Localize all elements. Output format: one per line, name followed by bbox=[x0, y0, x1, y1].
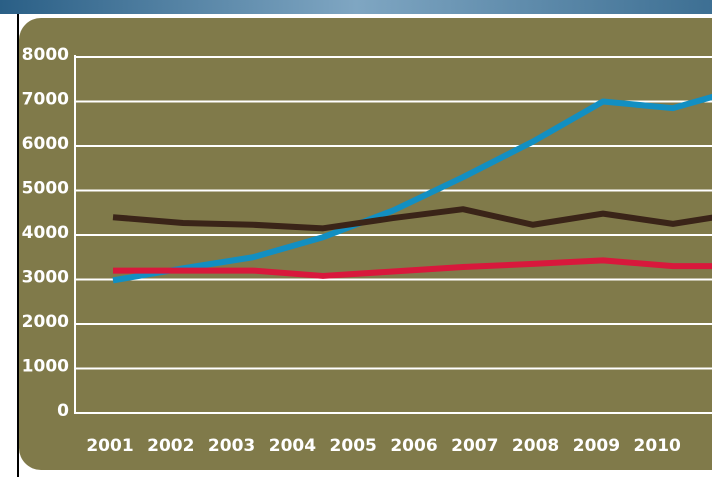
x-tick-label: 2010 bbox=[634, 436, 681, 456]
chart-panel bbox=[19, 18, 712, 470]
data-line bbox=[113, 257, 712, 279]
x-tick-label: 2001 bbox=[86, 436, 133, 456]
x-tick-label: 2006 bbox=[390, 436, 437, 456]
y-tick-label: 2000 bbox=[22, 312, 69, 332]
header-strip bbox=[0, 0, 712, 14]
x-tick-label: 2007 bbox=[451, 436, 498, 456]
x-tick-label: 2005 bbox=[330, 436, 377, 456]
y-tick-label: 7000 bbox=[22, 90, 69, 110]
x-tick-label: 2004 bbox=[269, 436, 316, 456]
y-tick-label: 1000 bbox=[22, 357, 69, 377]
x-tick-label: 2002 bbox=[147, 436, 194, 456]
y-tick-label: 6000 bbox=[22, 134, 69, 154]
frame-edge bbox=[17, 14, 19, 477]
x-tick-label: 2009 bbox=[573, 436, 620, 456]
y-tick-label: 3000 bbox=[22, 268, 69, 288]
x-tick-label: 2008 bbox=[512, 436, 559, 456]
y-tick-label: 8000 bbox=[22, 45, 69, 65]
y-tick-label: 4000 bbox=[22, 223, 69, 243]
y-tick-label: 5000 bbox=[22, 179, 69, 199]
data-line bbox=[112, 206, 712, 232]
data-line bbox=[112, 93, 712, 284]
x-tick-label: 2003 bbox=[208, 436, 255, 456]
y-tick-label: 0 bbox=[57, 401, 69, 421]
